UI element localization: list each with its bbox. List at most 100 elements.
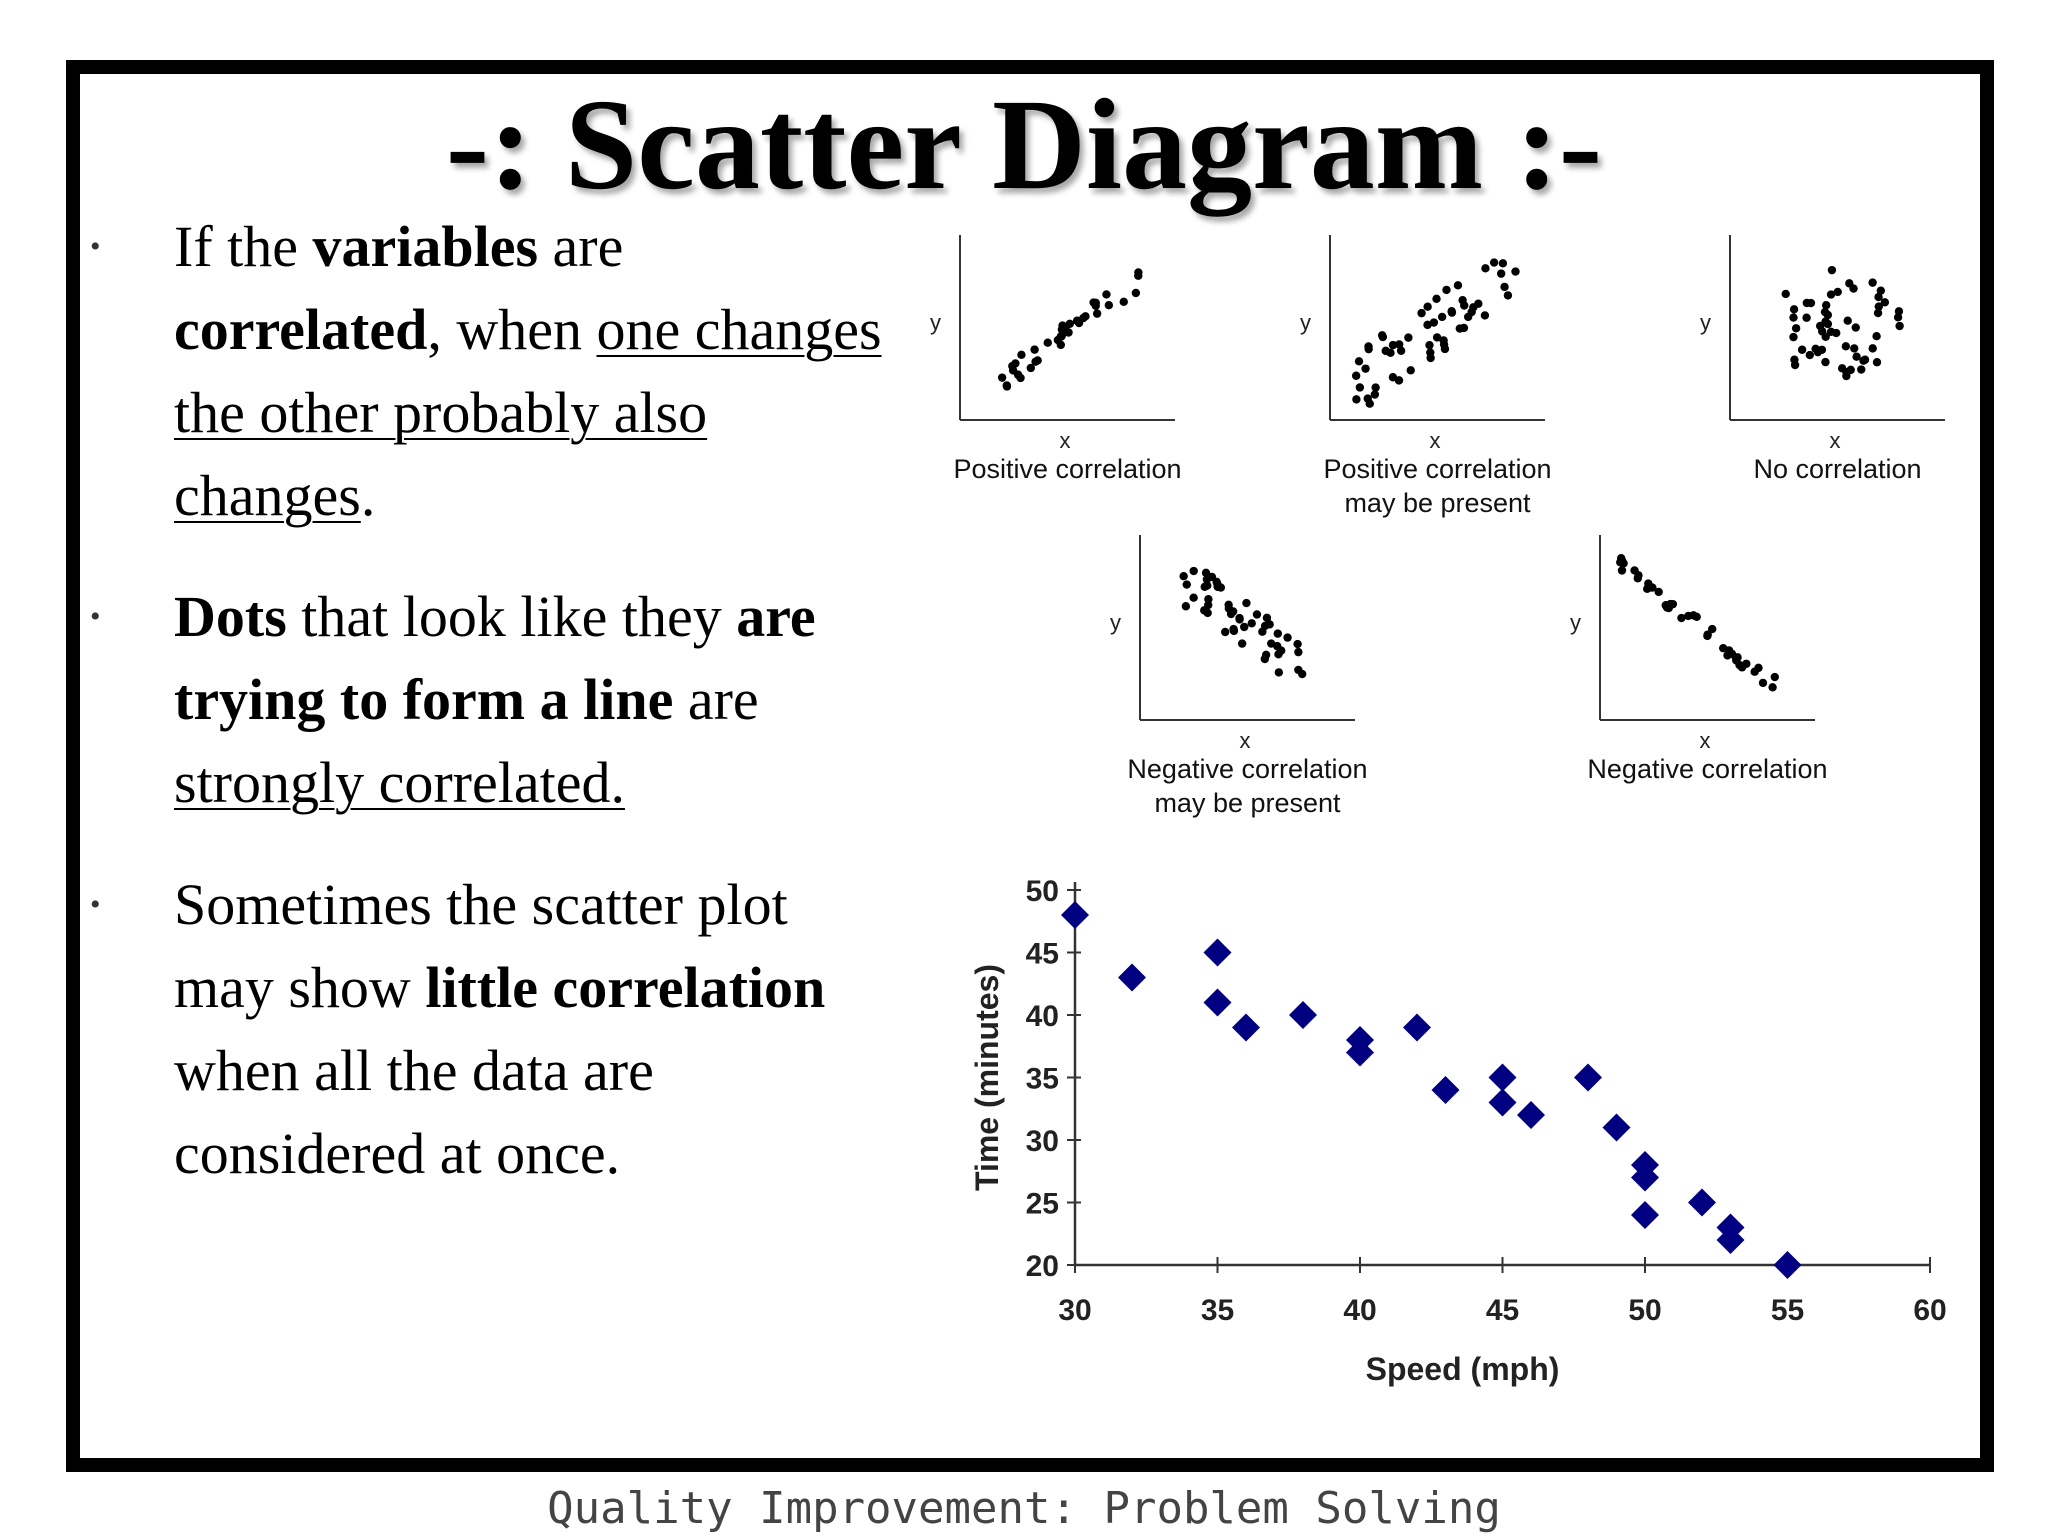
mini-dot [1240, 622, 1249, 632]
mini-dot [1201, 568, 1211, 578]
mini-dot [1872, 358, 1882, 367]
mini-dot [1846, 365, 1855, 375]
mini-dot [1031, 357, 1040, 366]
mini-dot [1013, 370, 1023, 379]
mini-dot [1789, 332, 1798, 342]
mini-dot [1260, 654, 1270, 664]
x-tick-label: 30 [1058, 1294, 1091, 1327]
x-axis-title: Speed (mph) [1366, 1351, 1560, 1387]
mini-x-label: x [1830, 428, 1841, 453]
mini-x-label: x [1240, 728, 1251, 753]
mini-dot [1791, 324, 1801, 333]
mini-dot [1237, 639, 1247, 648]
mini-dot [1092, 309, 1102, 318]
mini-caption: may be present [1344, 488, 1531, 518]
mini-caption: Negative correlation [1587, 754, 1827, 784]
slide-title: -: Scatter Diagram :- [445, 73, 1603, 217]
mini-caption: Positive correlation [1323, 454, 1551, 484]
bold-phrase: Dots [174, 584, 287, 649]
text-run: when all the data are considered at once… [174, 1038, 654, 1186]
mini-dot [1453, 281, 1463, 290]
mini-dot [1388, 373, 1398, 382]
mini-dot [1294, 647, 1303, 657]
mini-dot [1677, 613, 1686, 623]
mini-dot [1081, 312, 1090, 321]
mini-plot-no-correlation: y xNo correlation [1700, 235, 1945, 484]
mini-dot [1221, 627, 1230, 637]
mini-dot [1815, 321, 1825, 331]
mini-dot [1802, 313, 1811, 322]
y-axis-title: Time (minutes) [969, 964, 1005, 1191]
mini-dot [1002, 382, 1012, 391]
mini-dot [1352, 395, 1361, 404]
mini-dot [1617, 566, 1627, 575]
data-point [1289, 1001, 1317, 1029]
mini-dot [1874, 292, 1883, 302]
bullet-marker: • [90, 230, 101, 263]
x-tick-label: 35 [1201, 1294, 1234, 1327]
text-run: If the [174, 214, 313, 279]
mini-dot [1826, 290, 1836, 299]
mini-dot [1770, 672, 1779, 682]
mini-dot [1797, 345, 1807, 354]
mini-dot [1805, 350, 1814, 360]
mini-dot [1102, 290, 1111, 299]
mini-dot [1789, 313, 1798, 322]
mini-dot [1273, 629, 1283, 638]
mini-dot [1371, 383, 1380, 392]
mini-dot [1404, 333, 1413, 342]
mini-dot [1423, 320, 1432, 330]
y-tick-label: 45 [1026, 938, 1059, 971]
data-point [1232, 1013, 1260, 1042]
mini-dot [1826, 327, 1836, 337]
mini-dot [1868, 344, 1877, 353]
mini-dot [1821, 301, 1831, 310]
data-point [1602, 1113, 1631, 1142]
mini-dot [1703, 631, 1712, 641]
mini-dot [1868, 278, 1877, 287]
mini-dot [1503, 291, 1513, 300]
mini-dot [1355, 383, 1365, 392]
mini-y-label: y [930, 310, 941, 335]
slide-footer: Quality Improvement: Problem Solving [547, 1483, 1501, 1534]
mini-y-label: y [1300, 310, 1311, 335]
mini-dot [1469, 303, 1478, 312]
mini-dot [1833, 287, 1842, 297]
bold-phrase: correlated [174, 297, 428, 362]
mini-dot [1754, 663, 1763, 673]
bold-phrase: are trying to form a line [174, 584, 816, 732]
mini-dot [1363, 394, 1372, 403]
mini-dot [1633, 574, 1642, 583]
mini-dot [1852, 352, 1861, 361]
mini-dot [1873, 308, 1883, 318]
x-tick-label: 45 [1486, 1294, 1519, 1327]
mini-dot [1455, 324, 1465, 333]
mini-caption: Negative correlation [1127, 754, 1367, 784]
mini-dot [1874, 302, 1883, 311]
mini-dot [1806, 298, 1816, 308]
mini-dot [1242, 598, 1251, 608]
mini-dot [1265, 620, 1274, 629]
mini-dot [1274, 668, 1284, 677]
mini-dot [1189, 593, 1198, 602]
mini-dot [1181, 602, 1191, 611]
y-tick-label: 30 [1026, 1125, 1059, 1158]
mini-y-label: y [1700, 310, 1711, 335]
mini-dot [1843, 316, 1852, 325]
mini-dot [1860, 355, 1870, 364]
mini-caption: may be present [1154, 788, 1341, 818]
mini-dot [1072, 316, 1082, 325]
mini-dot [1437, 312, 1447, 322]
mini-dot [1134, 271, 1143, 280]
mini-dot [1354, 357, 1364, 366]
mini-dot [1273, 641, 1282, 651]
mini-dot [1370, 390, 1380, 399]
data-point [1631, 1201, 1659, 1229]
mini-dot [1043, 338, 1052, 347]
mini-dot [1200, 606, 1209, 615]
data-point [1517, 1101, 1545, 1129]
mini-dot [1364, 344, 1373, 354]
